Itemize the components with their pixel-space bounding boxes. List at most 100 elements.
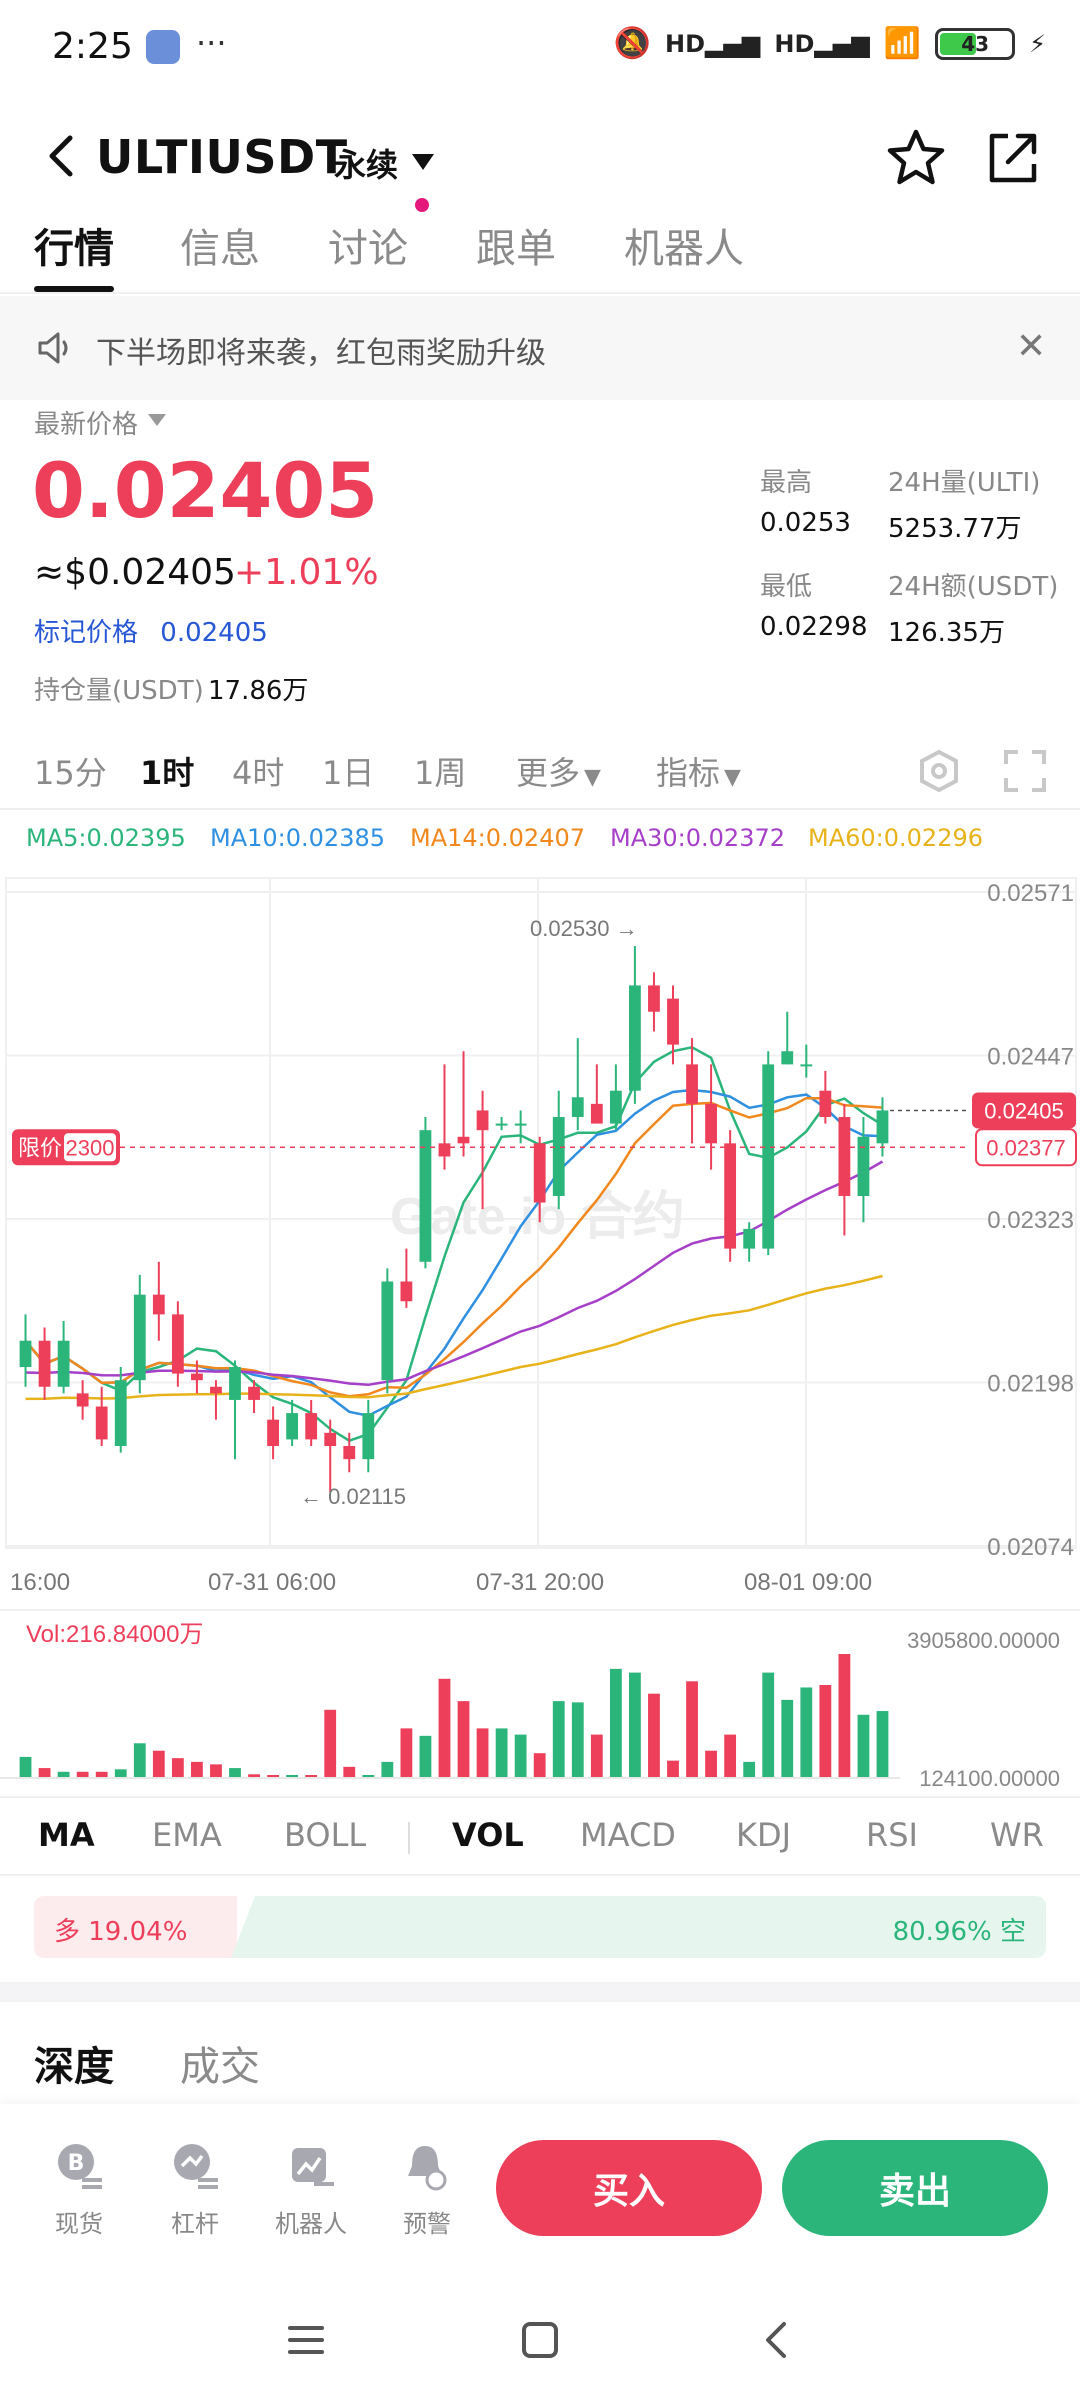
sell-button[interactable]: 卖出 (782, 2140, 1048, 2236)
battery-icon: 43 (935, 27, 1016, 60)
tab-copy-trading[interactable]: 跟单 (476, 226, 556, 272)
favorite-star-button[interactable] (884, 126, 948, 190)
fullscreen-icon[interactable] (1002, 748, 1048, 794)
tab-depth[interactable]: 深度 (34, 2044, 114, 2090)
candle-body (400, 1281, 413, 1302)
indicator-kdj[interactable]: KDJ (736, 1816, 792, 1854)
indicator-wr[interactable]: WR (990, 1816, 1044, 1854)
indicator-rsi[interactable]: RSI (866, 1816, 918, 1854)
close-notice-icon[interactable]: ✕ (1016, 326, 1047, 367)
home-icon[interactable] (520, 2320, 560, 2360)
bottom-item-margin[interactable]: 杠杆 (150, 2140, 240, 2239)
candle-body (724, 1143, 737, 1249)
interval-1h[interactable]: 1时 (140, 754, 195, 792)
interval-15m[interactable]: 15分 (34, 754, 107, 792)
tab-bots[interactable]: 机器人 (624, 226, 744, 272)
ma-line (25, 1160, 884, 1387)
tab-discussion[interactable]: 讨论 (328, 226, 408, 272)
ma10-label: MA10:0.02385 (210, 824, 385, 852)
pair-title[interactable]: ULTIUSDT (96, 130, 348, 184)
high-value: 0.0253 (760, 508, 851, 538)
interval-more[interactable]: 更多 ▼ (516, 754, 601, 792)
volume-bar (800, 1687, 813, 1778)
candle-body (324, 1432, 337, 1446)
bottom-action-bar: B 现货 杠杆 机器人 预警 买入 卖出 (0, 2104, 1080, 2284)
time-axis-label: 16:00 (10, 1569, 70, 1596)
candle-body (362, 1413, 375, 1460)
candle-body (38, 1340, 51, 1387)
interval-1d[interactable]: 1日 (322, 754, 375, 792)
price-axis-label: 0.02074 (987, 1534, 1074, 1561)
time-axis-label: 07-31 20:00 (476, 1569, 604, 1596)
latest-price-label[interactable]: 最新价格 (34, 410, 139, 440)
interval-4h[interactable]: 4时 (232, 754, 285, 792)
mark-price-label: 标记价格 (34, 618, 139, 648)
volume-bar (762, 1672, 775, 1778)
kline-chart[interactable]: Gate.io 合约 0.025710.024470.023230.021980… (0, 864, 1080, 1794)
interval-1w[interactable]: 1周 (414, 754, 467, 792)
candle-body (19, 1340, 32, 1368)
last-price-tag (972, 1092, 1076, 1129)
indicator-ema[interactable]: EMA (152, 1816, 222, 1854)
back-nav-icon[interactable] (756, 2320, 796, 2360)
volume-bar (648, 1693, 660, 1778)
indicator-divider (408, 1822, 410, 1854)
share-button[interactable] (980, 126, 1044, 190)
candle-body (476, 1110, 489, 1131)
limit-order-label: 限价 (18, 1136, 62, 1161)
volume-bar (743, 1761, 756, 1778)
candle-body (191, 1373, 203, 1381)
pair-dropdown-icon[interactable] (412, 154, 434, 170)
header: ULTIUSDT 永续 (0, 96, 1080, 226)
price-axis-label: 0.02447 (987, 1044, 1074, 1071)
contract-type[interactable]: 永续 (334, 146, 399, 184)
indicator-vol[interactable]: VOL (452, 1816, 524, 1854)
price-axis-label: 0.02198 (987, 1371, 1074, 1398)
tab-info[interactable]: 信息 (180, 226, 260, 272)
time-axis-label: 07-31 06:00 (208, 1569, 336, 1596)
volume-bar (476, 1728, 489, 1778)
candle-body (609, 1090, 622, 1124)
volume-bar (76, 1771, 89, 1778)
back-button[interactable] (26, 116, 96, 196)
bottom-item-label: 现货 (55, 2210, 103, 2238)
tab-market[interactable]: 行情 (34, 226, 114, 272)
bottom-item-robot[interactable]: 机器人 (266, 2140, 356, 2239)
section-divider (0, 1982, 1080, 2002)
indicator-boll[interactable]: BOLL (284, 1816, 367, 1854)
volume-bar (381, 1761, 394, 1778)
volume-bar (838, 1654, 851, 1778)
back-arrow-icon (49, 135, 73, 177)
long-short-ratio: 多 19.04% 80.96% 空 (34, 1896, 1046, 1958)
volume-bar (819, 1685, 832, 1778)
volume-bar (343, 1766, 356, 1778)
chart-settings-icon[interactable] (916, 748, 962, 794)
bottom-item-spot[interactable]: B 现货 (34, 2140, 124, 2239)
bottom-item-label: 机器人 (275, 2210, 347, 2238)
indicator-macd[interactable]: MACD (580, 1816, 676, 1854)
volume-bar (590, 1734, 603, 1778)
candle-body (76, 1393, 89, 1407)
volume-bar (438, 1678, 451, 1778)
volume-bar (210, 1764, 222, 1778)
menu-icon[interactable] (286, 2320, 326, 2360)
long-ratio-bar (34, 1896, 237, 1958)
indicator-ma[interactable]: MA (38, 1816, 95, 1854)
notice-banner[interactable]: 下半场即将来袭，红包雨奖励升级 ✕ (0, 296, 1080, 400)
candle-body (343, 1445, 356, 1460)
latest-price-dropdown-icon[interactable] (148, 414, 166, 426)
candle-body (419, 1130, 432, 1262)
candle-body (838, 1117, 851, 1196)
ma5-label: MA5:0.02395 (26, 824, 186, 852)
mark-price: 标记价格 0.02405 (34, 612, 268, 649)
tab-trades[interactable]: 成交 (180, 2044, 260, 2090)
ma-legend: MA5:0.02395 MA10:0.02385 MA14:0.02407 MA… (0, 808, 1080, 864)
buy-button[interactable]: 买入 (496, 2140, 762, 2236)
volume-bar (362, 1775, 375, 1778)
indicators-menu[interactable]: 指标 ▼ (656, 754, 741, 792)
candle-body (571, 1097, 584, 1118)
candle-body (305, 1413, 318, 1440)
volume-bar (571, 1702, 584, 1778)
bottom-item-alert[interactable]: 预警 (382, 2140, 472, 2239)
volume-bar (229, 1768, 241, 1778)
